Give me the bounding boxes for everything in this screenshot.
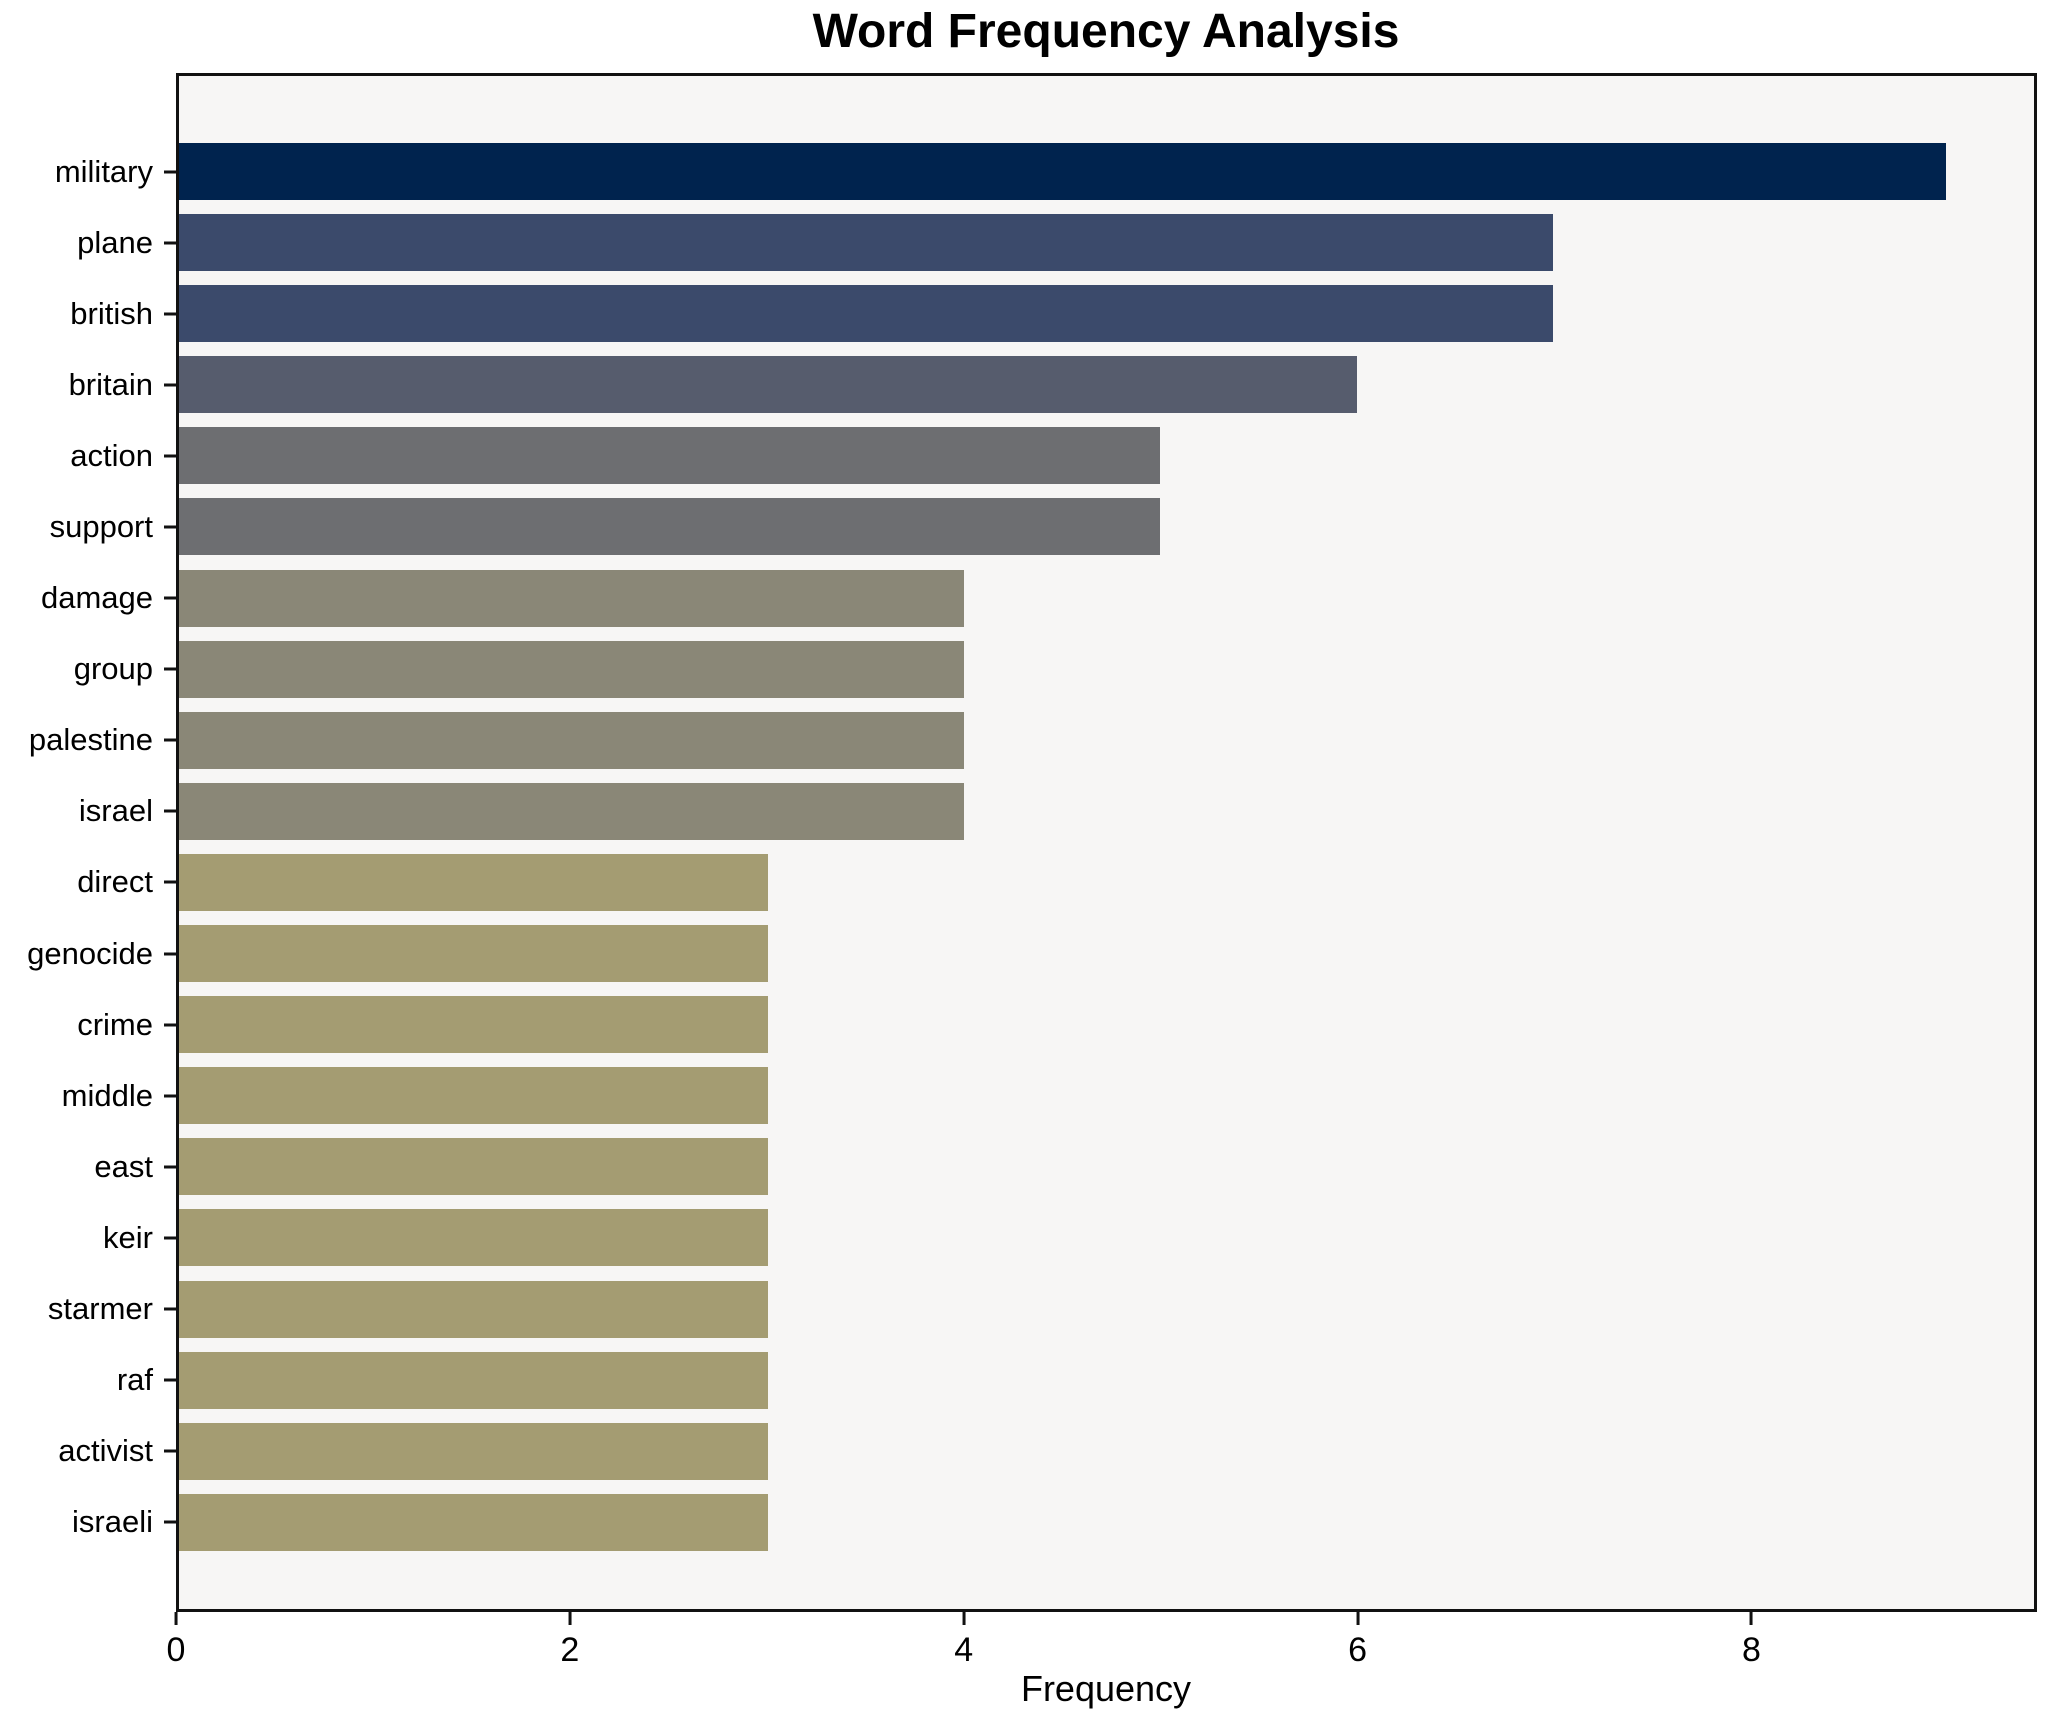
bar <box>179 853 768 911</box>
category-label: israel <box>78 793 153 829</box>
bar-row: israel <box>79 776 2034 847</box>
plot-area: military plane british britain action support… <box>27 73 2037 1612</box>
y-tick-mark <box>164 1023 176 1027</box>
bar-row: genocide <box>27 918 2034 989</box>
y-tick-mark <box>164 383 176 387</box>
bar-row: israeli <box>72 1487 2034 1558</box>
x-tick-label: 0 <box>166 1631 186 1669</box>
y-tick-mark <box>164 1165 176 1169</box>
y-tick-mark <box>164 454 176 458</box>
bar <box>179 925 768 983</box>
bar <box>179 1493 768 1551</box>
x-tick: 6 <box>1348 1612 1367 1670</box>
bar <box>179 1280 768 1338</box>
bar-row: british <box>70 278 2034 349</box>
category-label: middle <box>61 1077 153 1113</box>
x-tick-label: 4 <box>954 1631 974 1669</box>
y-tick-mark <box>164 596 176 600</box>
y-tick-mark <box>164 1378 176 1382</box>
bar-row: palestine <box>29 705 2034 776</box>
bar-row: damage <box>41 563 2034 634</box>
bar-row: plane <box>77 207 2034 278</box>
bar-row: support <box>50 491 2034 562</box>
bar-rows: military plane british britain action support… <box>27 76 2034 1558</box>
y-tick-mark <box>164 1449 176 1453</box>
y-tick-mark <box>164 525 176 529</box>
bar <box>179 285 1554 343</box>
y-tick-mark <box>164 880 176 884</box>
bar <box>179 1138 768 1196</box>
bar-row: britain <box>69 349 2034 420</box>
category-label: direct <box>77 864 153 900</box>
category-label: britain <box>68 366 153 402</box>
bar-row: starmer <box>48 1274 2034 1345</box>
y-tick-mark <box>164 809 176 813</box>
bar-row: middle <box>62 1060 2034 1131</box>
category-label: damage <box>40 580 153 616</box>
bar <box>179 996 768 1054</box>
bar <box>179 214 1554 272</box>
x-axis-label: Frequency <box>1020 1668 1192 1709</box>
category-label: support <box>49 509 153 545</box>
y-tick-mark <box>164 738 176 742</box>
bar-row: group <box>74 634 2034 705</box>
x-tick-label: 6 <box>1348 1631 1368 1669</box>
bar <box>179 356 1357 414</box>
bar-row: keir <box>103 1202 2034 1273</box>
bar-row: crime <box>77 989 2034 1060</box>
x-tick-mark <box>568 1612 572 1625</box>
bar-row: activist <box>58 1416 2034 1487</box>
bar-row: east <box>94 1131 2034 1202</box>
category-label: plane <box>77 224 153 260</box>
y-tick-mark <box>164 1307 176 1311</box>
category-label: group <box>73 651 153 687</box>
x-tick: 0 <box>166 1612 186 1670</box>
category-label: activist <box>58 1433 153 1469</box>
bar <box>179 1209 768 1267</box>
bar-row: action <box>70 420 2034 491</box>
bar <box>179 1067 768 1125</box>
y-tick-mark <box>164 1236 176 1240</box>
x-tick-mark <box>174 1612 178 1625</box>
bar <box>179 498 1161 556</box>
category-label: keir <box>103 1219 153 1255</box>
y-tick-mark <box>164 1094 176 1098</box>
bar-row: raf <box>117 1345 2034 1416</box>
x-tick-label: 2 <box>560 1631 580 1669</box>
y-tick-mark <box>164 241 176 245</box>
x-tick-label: 8 <box>1741 1631 1761 1669</box>
bar <box>179 640 965 698</box>
x-tick-mark <box>1749 1612 1753 1625</box>
bar <box>179 711 965 769</box>
category-label: british <box>70 295 153 331</box>
x-tick-mark <box>962 1612 966 1625</box>
bar <box>179 782 965 840</box>
category-label: crime <box>77 1006 153 1042</box>
y-tick-mark <box>164 1520 176 1524</box>
bar <box>179 1351 768 1409</box>
x-tick: 2 <box>560 1612 579 1670</box>
bar-row: direct <box>77 847 2034 918</box>
x-tick: 8 <box>1742 1612 1761 1670</box>
category-label: palestine <box>28 722 153 758</box>
bar <box>179 569 965 627</box>
category-label: military <box>54 153 153 189</box>
category-label: action <box>70 437 153 473</box>
category-label: genocide <box>27 935 153 971</box>
bar <box>179 1422 768 1480</box>
x-tick: 4 <box>954 1612 973 1670</box>
y-tick-mark <box>164 952 176 956</box>
chart-title: Word Frequency Analysis <box>812 5 1400 58</box>
category-label: israeli <box>72 1504 153 1540</box>
y-tick-mark <box>164 312 176 316</box>
bar <box>179 427 1161 485</box>
category-label: raf <box>116 1362 153 1398</box>
y-tick-mark <box>164 170 176 174</box>
bar-row: military <box>55 136 2034 207</box>
x-tick-mark <box>1356 1612 1360 1625</box>
y-tick-mark <box>164 667 176 671</box>
bar <box>179 143 1946 200</box>
category-label: starmer <box>47 1291 153 1327</box>
category-label: east <box>94 1148 153 1184</box>
